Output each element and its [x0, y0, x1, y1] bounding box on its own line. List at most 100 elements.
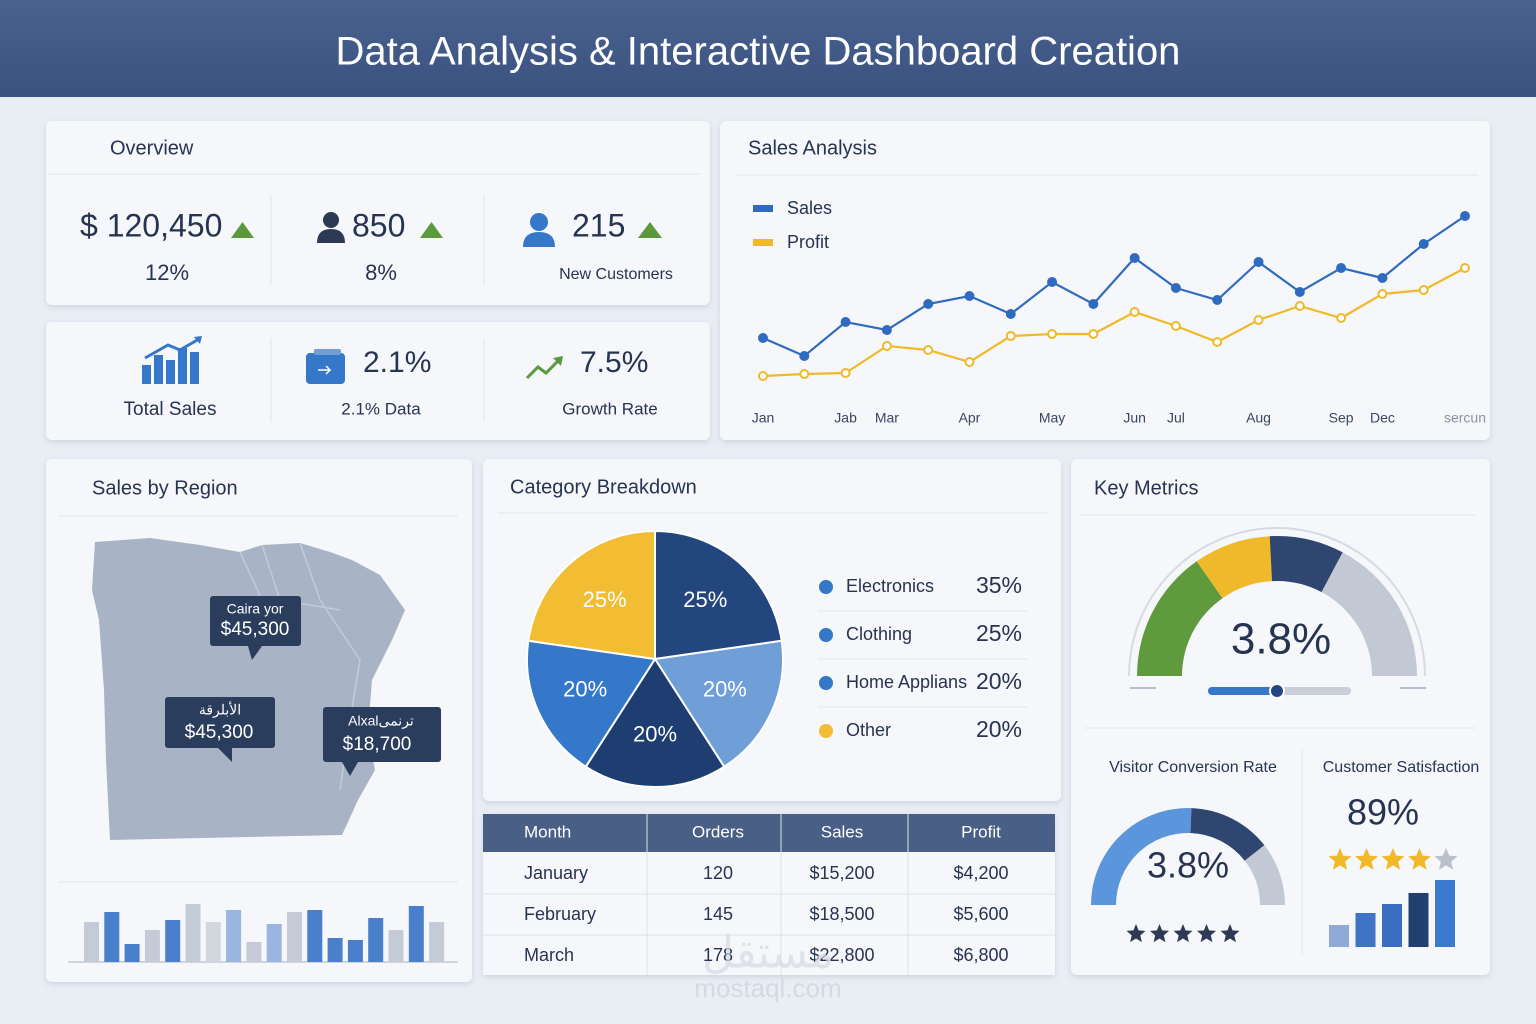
metric-label: Growth Rate	[562, 399, 657, 418]
callout	[323, 707, 441, 776]
series-line	[762, 215, 1466, 358]
callout-name: Alxalترنمی	[348, 713, 414, 730]
data-point	[1418, 285, 1429, 295]
x-tick-label: May	[1039, 410, 1065, 426]
legend-value: 20%	[976, 716, 1022, 742]
kpi-change: 12%	[145, 260, 189, 285]
bar	[226, 910, 242, 962]
data-point	[1418, 239, 1429, 249]
metric-title: Visitor Conversion Rate	[1109, 759, 1277, 776]
x-tick-label: Apr	[959, 410, 981, 426]
bar	[144, 930, 160, 962]
pie-slice	[584, 657, 726, 789]
star	[1434, 848, 1458, 870]
data-point	[1377, 273, 1388, 283]
gauge-value: 3.8%	[1231, 615, 1331, 664]
legend-label: Profit	[787, 232, 829, 252]
bar	[266, 924, 282, 962]
star	[1408, 848, 1431, 870]
callout-value: $18,700	[343, 734, 412, 755]
x-tick-label: Sep	[1329, 410, 1354, 426]
data-point	[923, 345, 934, 355]
slice-label: 25%	[683, 587, 727, 612]
data-point	[799, 351, 810, 361]
data-point	[1336, 263, 1347, 273]
bar	[429, 922, 445, 962]
bar	[205, 922, 221, 962]
legend-label: Other	[846, 720, 891, 740]
table-cell: $6,800	[953, 945, 1008, 965]
kpi-value: $ 120,450	[80, 207, 222, 243]
bar	[1329, 925, 1349, 947]
bar	[1435, 880, 1455, 947]
kpi-change: 8%	[365, 260, 397, 285]
callout	[210, 596, 301, 660]
overview-card	[46, 121, 710, 305]
pie-slice	[525, 639, 657, 769]
kpi-value: 850	[352, 207, 405, 243]
metric-label: Total Sales	[124, 399, 217, 420]
legend-dot	[819, 580, 833, 594]
table-cell: March	[524, 945, 574, 965]
metrics-card	[46, 322, 710, 440]
table-cell: $15,200	[809, 863, 874, 883]
data-point	[1005, 331, 1016, 341]
bar-icon	[142, 336, 202, 384]
table-cell: $22,800	[809, 945, 874, 965]
x-tick-label: Mar	[875, 410, 899, 426]
data-point	[1212, 295, 1223, 305]
person-icon	[317, 212, 345, 243]
data-point	[1336, 313, 1347, 323]
x-tick-label: Aug	[1246, 410, 1271, 426]
data-point	[1088, 299, 1099, 309]
x-tick-label: Dec	[1370, 410, 1395, 426]
conversion-value: 3.8%	[1147, 845, 1229, 886]
gauge-segment	[1321, 552, 1417, 676]
legend-label: Home Applians	[846, 672, 967, 692]
series-line	[762, 267, 1466, 378]
data-point	[840, 368, 851, 378]
star	[1381, 848, 1405, 870]
bar	[1382, 904, 1402, 947]
star	[1328, 848, 1352, 870]
metric-title: Customer Satisfaction	[1323, 759, 1480, 776]
satisfaction-value: 89%	[1347, 792, 1419, 833]
header-bar	[0, 0, 1536, 97]
slice-label: 20%	[563, 677, 607, 702]
bar	[84, 922, 99, 962]
x-tick-label: Jun	[1123, 410, 1146, 426]
legend-swatch	[753, 239, 773, 246]
star	[1220, 924, 1240, 943]
region-title: Sales by Region	[92, 477, 238, 499]
legend-swatch	[753, 205, 773, 212]
metric-value: 7.5%	[580, 346, 648, 379]
pie-slice	[527, 529, 656, 661]
trend-icon	[525, 356, 563, 380]
legend-value: 35%	[976, 572, 1022, 598]
data-point	[1170, 321, 1181, 331]
callout-value: $45,300	[221, 619, 290, 640]
data-point	[758, 371, 768, 381]
legend-label: Electronics	[846, 576, 934, 596]
column-header: Sales	[821, 822, 864, 841]
column-header: Orders	[692, 822, 744, 841]
metric-label: 2.1% Data	[341, 399, 421, 418]
chart-title: Sales Analysis	[748, 137, 877, 159]
gauge-segment	[1269, 536, 1343, 593]
table-cell: January	[524, 863, 588, 883]
bar	[1408, 893, 1429, 947]
slice-label: 20%	[703, 677, 747, 702]
data-point	[799, 369, 810, 379]
metric-value: 2.1%	[363, 346, 431, 379]
x-tick-label: Jul	[1167, 410, 1185, 426]
bar	[287, 912, 302, 962]
data-point	[1129, 253, 1140, 263]
data-point	[1460, 263, 1470, 273]
gauges	[1091, 527, 1426, 905]
star	[1355, 848, 1378, 870]
gauge-segment	[1136, 561, 1223, 676]
bar	[347, 940, 363, 962]
gauge-segment	[1244, 845, 1285, 905]
data-point	[1377, 289, 1388, 299]
